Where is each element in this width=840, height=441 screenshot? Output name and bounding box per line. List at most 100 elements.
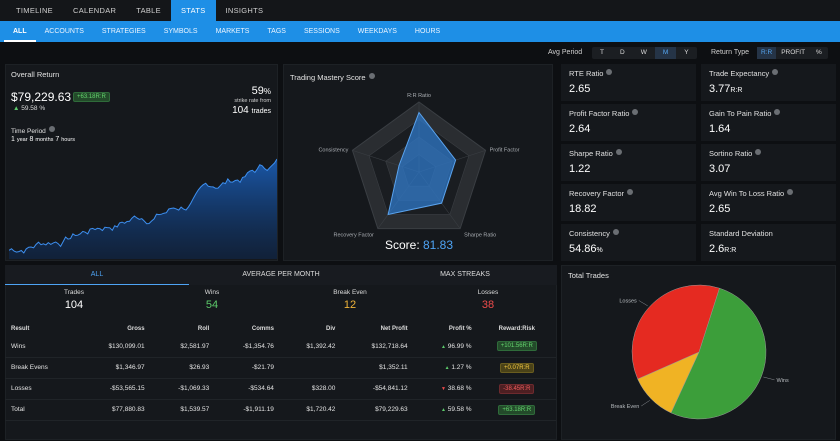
stat-card-profit-factor: Profit Factor Ratio 2.64 <box>561 104 696 141</box>
stat-card-rte: RTE Ratio 2.65 <box>561 64 696 101</box>
tab-stats[interactable]: STATS <box>170 0 216 21</box>
stat-card-std-dev: Standard Deviation 2.6R:R <box>701 224 836 261</box>
pie-label: Break Even <box>611 404 639 410</box>
equity-curve-line <box>9 158 277 254</box>
stat-card-sortino: Sortino Ratio 3.07 <box>701 144 836 181</box>
subtab-tags[interactable]: TAGS <box>267 28 286 35</box>
avg-period-toggle: T D W M Y <box>592 47 697 59</box>
pie-label-line <box>641 400 650 407</box>
info-icon[interactable] <box>612 229 619 235</box>
table-row: Wins $130,099.01 $2,581.97 -$1,354.76 $1… <box>5 336 556 358</box>
summary-wins: Wins 54 <box>204 289 220 311</box>
pie-slice <box>631 284 720 380</box>
arrow-down-icon: ▼ <box>440 386 446 392</box>
info-icon[interactable] <box>755 149 762 155</box>
subtab-all[interactable]: ALL <box>4 21 36 42</box>
overall-return-pct-row: ▲ 59.58 % <box>13 105 45 112</box>
strike-rate-block: 59% strike rate from 104 trades <box>232 85 271 116</box>
radar-axis-label: Consistency <box>318 147 348 153</box>
stat-card-sharpe: Sharpe Ratio 1.22 <box>561 144 696 181</box>
info-icon[interactable] <box>368 73 375 79</box>
info-icon[interactable] <box>632 109 639 115</box>
score-label: Score: <box>384 238 420 252</box>
trades-unit: trades <box>251 108 271 115</box>
tab-insights[interactable]: INSIGHTS <box>225 6 264 15</box>
subtab-weekdays[interactable]: WEEKDAYS <box>357 28 397 35</box>
overall-return-title: Overall Return <box>11 70 60 79</box>
time-period-title: Time Period <box>11 126 55 135</box>
return-type-rr[interactable]: R:R <box>757 47 777 59</box>
return-type-pct[interactable]: % <box>816 49 822 56</box>
radar-axis-label: R:R Ratio <box>407 93 431 99</box>
subtab-hours[interactable]: HOURS <box>414 28 441 35</box>
return-type-label: Return Type <box>711 49 750 56</box>
stat-card-trade-expectancy: Trade Expectancy 3.77R:R <box>701 64 836 101</box>
radar-axis-label: Sharpe Ratio <box>464 233 496 239</box>
overall-return-pct: 59.58 <box>21 105 38 112</box>
subtab-sessions[interactable]: SESSIONS <box>303 28 340 35</box>
table-row: Total $77,880.83 $1,539.57 -$1,911.19 $1… <box>5 399 556 421</box>
avg-period-m[interactable]: M <box>654 47 677 59</box>
result-tab-max-streaks[interactable]: MAX STREAKS <box>440 271 490 278</box>
arrow-up-icon: ▲ <box>440 407 446 413</box>
stat-card-consistency: Consistency 54.86% <box>561 224 696 261</box>
summary-row: Trades 104 Wins 54 Break Even 12 Losses … <box>5 289 557 317</box>
result-tab-avg-month[interactable]: AVERAGE PER MONTH <box>242 271 320 278</box>
trades-count: 104 <box>232 105 249 116</box>
avg-period-d[interactable]: D <box>619 49 625 56</box>
strike-rate: 59 <box>251 85 264 97</box>
return-type-profit[interactable]: PROFIT <box>781 49 806 56</box>
info-icon[interactable] <box>772 69 779 75</box>
subtab-symbols[interactable]: SYMBOLS <box>163 28 198 35</box>
avg-period-label: Avg Period <box>548 49 583 56</box>
arrow-up-icon: ▲ <box>444 365 450 371</box>
avg-period-y[interactable]: Y <box>684 49 689 56</box>
mastery-radar-chart: R:R Ratio Profit Factor Sharpe Ratio Recove… <box>318 93 520 239</box>
result-tabs: ALL AVERAGE PER MONTH MAX STREAKS <box>5 265 557 285</box>
info-icon[interactable] <box>606 69 613 75</box>
overall-return-badge: +63.18R:R <box>73 92 110 102</box>
stat-card-recovery-factor: Recovery Factor 18.82 <box>561 184 696 221</box>
summary-break-even: Break Even 12 <box>333 289 367 311</box>
subtab-strategies[interactable]: STRATEGIES <box>101 28 146 35</box>
score-value: 81.83 <box>423 238 454 252</box>
info-icon[interactable] <box>787 189 794 195</box>
pie-label: Losses <box>619 298 637 304</box>
stat-card-avg-win-loss: Avg Win To Loss Ratio 2.65 <box>701 184 836 221</box>
avg-period-w[interactable]: W <box>640 49 647 56</box>
info-icon[interactable] <box>615 149 622 155</box>
tab-table[interactable]: TABLE <box>136 6 161 15</box>
return-type-toggle: R:R PROFIT % <box>757 47 828 59</box>
pie-label: Wins <box>777 378 789 384</box>
subtab-accounts[interactable]: ACCOUNTS <box>44 28 84 35</box>
tab-timeline[interactable]: TIMELINE <box>16 6 53 15</box>
info-icon[interactable] <box>774 109 781 115</box>
equity-curve-chart <box>9 158 277 259</box>
subtab-markets[interactable]: MARKETS <box>215 28 250 35</box>
trading-mastery-panel: Trading Mastery Score R:R Ratio Profit Fa… <box>283 64 553 261</box>
summary-losses: Losses 38 <box>477 289 499 311</box>
pie-label-line <box>763 376 775 381</box>
table-row: Break Evens $1,346.97 $26.93 -$21.79 $1,… <box>5 357 556 379</box>
controls-bar: Avg Period T D W M Y Return Type R:R PRO… <box>0 47 840 61</box>
strike-rate-text: strike rate from <box>234 98 271 104</box>
top-nav: TIMELINE CALENDAR TABLE STATS INSIGHTS <box>0 0 840 21</box>
stat-card-gain-to-pain: Gain To Pain Ratio 1.64 <box>701 104 836 141</box>
tab-calendar[interactable]: CALENDAR <box>73 6 117 15</box>
radar-value-area <box>387 111 457 216</box>
results-table: Result Gross Roll Comms Div Net Profit P… <box>5 322 556 421</box>
info-icon[interactable] <box>627 189 634 195</box>
mastery-score: Score: 81.83 <box>284 238 554 252</box>
overall-return-value: $79,229.63 <box>11 90 72 104</box>
info-icon[interactable] <box>48 126 55 132</box>
arrow-up-icon: ▲ <box>440 343 446 350</box>
strike-rate-unit: % <box>263 87 271 96</box>
result-tab-all[interactable]: ALL <box>5 265 189 285</box>
radar-axis-label: Profit Factor <box>490 147 520 153</box>
trading-mastery-title: Trading Mastery Score <box>290 73 375 82</box>
avg-period-t[interactable]: T <box>600 49 604 56</box>
table-row: Losses -$53,565.15 -$1,069.33 -$534.64 $… <box>5 378 556 400</box>
time-period-value: 1 year 8 months 7 hours <box>11 136 75 143</box>
pie-slice <box>670 287 767 420</box>
total-trades-title: Total Trades <box>568 271 609 280</box>
